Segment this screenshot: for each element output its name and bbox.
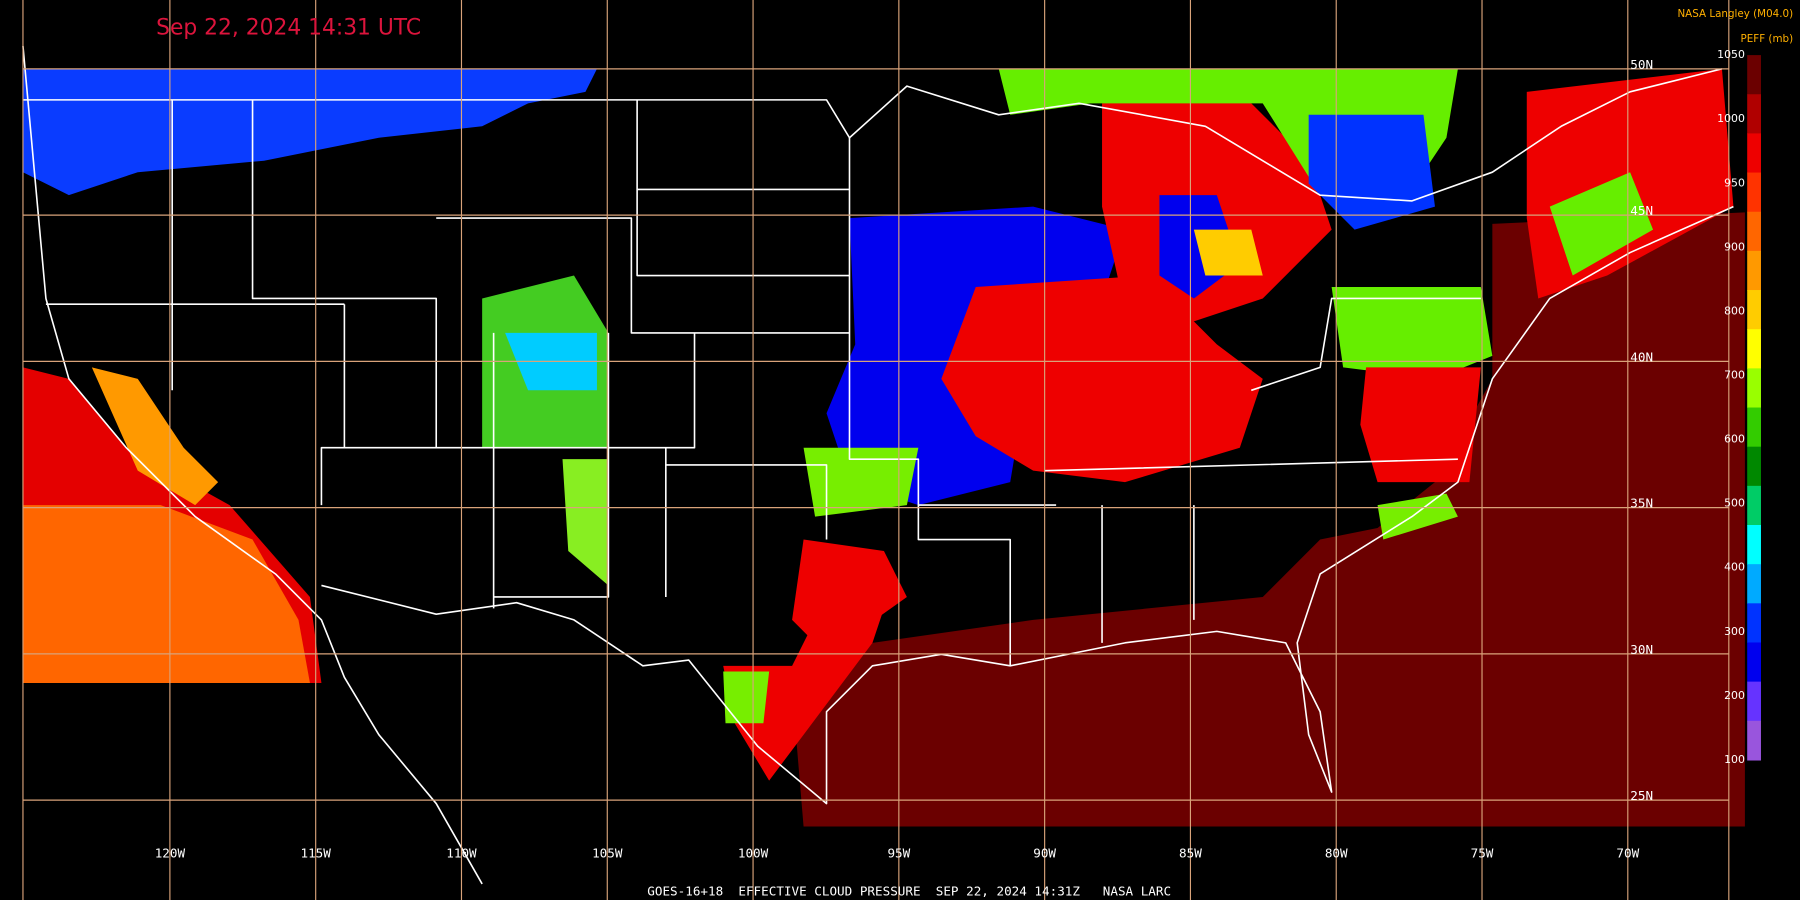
longitude-label: 90W bbox=[1033, 846, 1056, 861]
colorbar-segment bbox=[1747, 133, 1761, 174]
colorbar-label: 900 bbox=[1724, 240, 1745, 253]
longitude-label: 95W bbox=[887, 846, 910, 861]
colorbar-segment bbox=[1747, 642, 1761, 683]
longitude-label: 100W bbox=[738, 846, 769, 861]
colorbar-label: 950 bbox=[1724, 176, 1745, 189]
colorbar-segment bbox=[1747, 720, 1761, 761]
colorbar-segment bbox=[1747, 290, 1761, 330]
colorbar-label: 400 bbox=[1724, 561, 1745, 574]
colorbar-label: 700 bbox=[1724, 368, 1745, 381]
credit: NASA Langley (M04.0) bbox=[1677, 8, 1793, 20]
latitude-label: 25N bbox=[1630, 788, 1653, 803]
colorbar-label: 300 bbox=[1724, 625, 1745, 638]
longitude-label: 120W bbox=[155, 846, 186, 861]
cloud-red-va bbox=[1360, 367, 1481, 483]
longitude-label: 70W bbox=[1616, 846, 1639, 861]
longitude-label: 115W bbox=[301, 846, 332, 861]
cloud-red-midwest bbox=[941, 275, 1263, 483]
north-border bbox=[22, 68, 1723, 202]
latitude-label: 35N bbox=[1630, 496, 1653, 511]
longitude-label: 80W bbox=[1325, 846, 1348, 861]
cloud-green-pa bbox=[1331, 286, 1493, 379]
latitude-label: 40N bbox=[1630, 349, 1653, 364]
colorbar-segment bbox=[1747, 368, 1761, 409]
colorbar-segment bbox=[1747, 94, 1761, 134]
longitude-label: 85W bbox=[1179, 846, 1202, 861]
colorbar-segment bbox=[1747, 250, 1761, 291]
state-lines bbox=[45, 99, 1481, 666]
colorbar-segment bbox=[1747, 446, 1761, 487]
south-east-coast bbox=[321, 205, 1734, 805]
cloud-orange-west bbox=[22, 505, 310, 684]
colorbar-label: 200 bbox=[1724, 689, 1745, 702]
longitude-label: 75W bbox=[1471, 846, 1494, 861]
colorbar-segment bbox=[1747, 681, 1761, 722]
colorbar-title: PEFF (mb) bbox=[1741, 33, 1794, 45]
colorbar-segment bbox=[1747, 485, 1761, 526]
colorbar-segment bbox=[1747, 407, 1761, 448]
latitude-label: 30N bbox=[1630, 642, 1653, 657]
graticule: 120W 115W 110W 105W 100W 95W 90W 85W 80W 75W 70W 50… bbox=[22, 0, 1730, 900]
cloud-green-texas bbox=[723, 671, 770, 724]
cloud-field bbox=[22, 68, 1745, 827]
timestamp: Sep 22, 2024 14:31 UTC bbox=[156, 16, 421, 41]
colorbar-segment bbox=[1747, 211, 1761, 252]
longitude-label: 105W bbox=[592, 846, 623, 861]
colorbar-label: 500 bbox=[1724, 497, 1745, 510]
colorbar-segment bbox=[1747, 603, 1761, 644]
colorbar-label: 600 bbox=[1724, 433, 1745, 446]
cloud-yellow-lakes bbox=[1193, 229, 1263, 276]
cloud-low-ocean bbox=[792, 212, 1745, 827]
colorbar-segment bbox=[1747, 55, 1761, 95]
colorbar: 1050 1000 950 900 800 700 600 500 400 300 200 100 bbox=[1717, 48, 1761, 766]
colorbar-label: 1050 bbox=[1717, 48, 1745, 61]
longitude-label: 110W bbox=[446, 846, 477, 861]
boundaries bbox=[22, 45, 1734, 885]
colorbar-segment bbox=[1747, 329, 1761, 369]
cloud-orange-coast bbox=[91, 367, 219, 506]
colorbar-segment bbox=[1747, 172, 1761, 213]
cloud-green-nm bbox=[562, 459, 609, 586]
west-coast bbox=[22, 45, 483, 885]
colorbar-label: 100 bbox=[1724, 753, 1745, 766]
latitude-label: 45N bbox=[1630, 203, 1653, 218]
colorbar-label: 1000 bbox=[1717, 112, 1745, 125]
cloud-green-nc bbox=[1377, 493, 1458, 540]
colorbar-label: 800 bbox=[1724, 304, 1745, 317]
colorbar-segment bbox=[1747, 525, 1761, 565]
cloud-green-mo bbox=[803, 447, 919, 517]
colorbar-segment bbox=[1747, 564, 1761, 604]
footer: GOES-16+18 EFFECTIVE CLOUD PRESSURE SEP … bbox=[647, 883, 1171, 898]
latitude-label: 50N bbox=[1630, 57, 1653, 72]
cloud-red-texas bbox=[723, 573, 896, 781]
